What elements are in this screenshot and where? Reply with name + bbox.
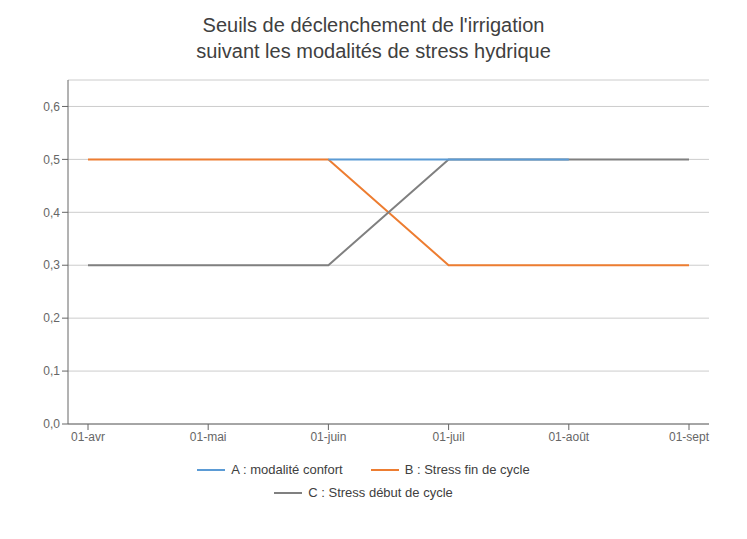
svg-text:0,1: 0,1	[43, 364, 60, 378]
svg-text:01-avr: 01-avr	[71, 430, 105, 444]
html-text:B : Stress fin de cycle: B : Stress fin de cycle	[404, 462, 530, 477]
html-text:Seuils de déclenchement de l'i: Seuils de déclenchement de l'irrigation	[202, 14, 545, 36]
svg-text:01-juin: 01-juin	[310, 430, 346, 444]
svg-text:0,2: 0,2	[43, 311, 60, 325]
svg-text:01-août: 01-août	[548, 430, 589, 444]
svg-text:01-mai: 01-mai	[190, 430, 227, 444]
svg-text:0,5: 0,5	[43, 153, 60, 167]
html-text:A : modalité confort: A : modalité confort	[231, 462, 343, 477]
svg-text:01-sept: 01-sept	[669, 430, 710, 444]
svg-text:01-juil: 01-juil	[433, 430, 465, 444]
svg-text:0,6: 0,6	[43, 100, 60, 114]
svg-text:0,0: 0,0	[43, 417, 60, 431]
svg-text:0,4: 0,4	[43, 206, 60, 220]
html-text:suivant les modalités de stres: suivant les modalités de stress hydrique	[196, 40, 551, 62]
html-text:C : Stress début de cycle: C : Stress début de cycle	[308, 485, 453, 500]
svg-text:0,3: 0,3	[43, 258, 60, 272]
